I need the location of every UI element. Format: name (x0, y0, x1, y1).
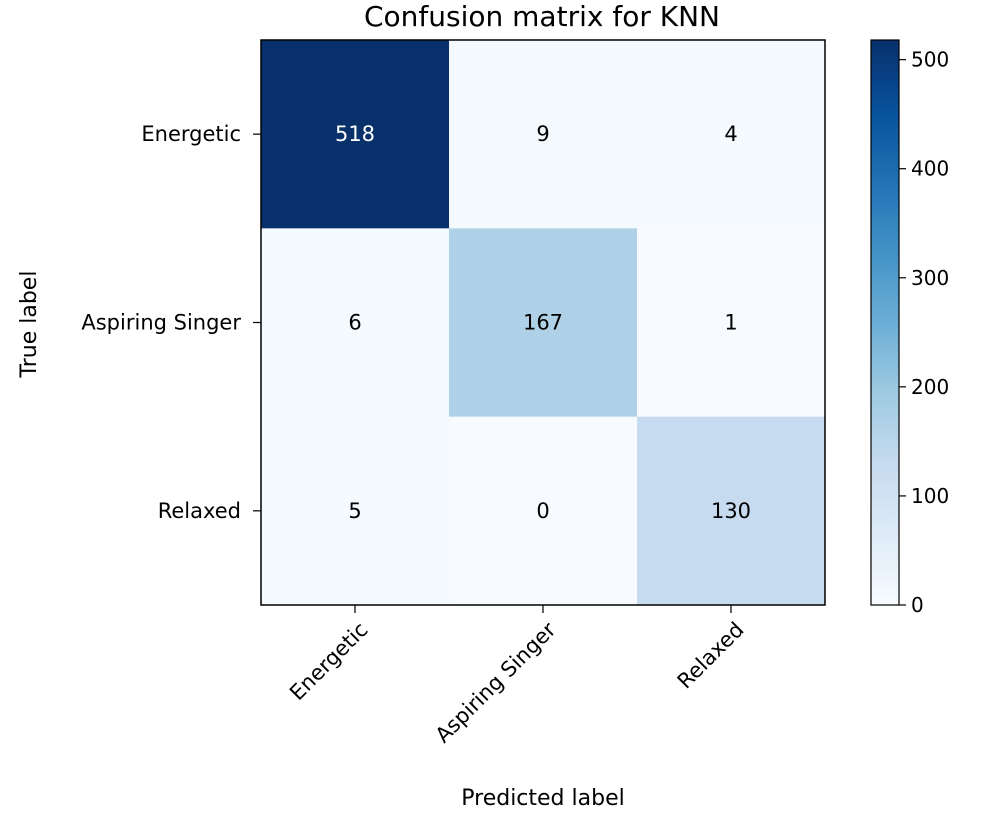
heatmap-cell-labels: 518 9 4 6 167 1 5 0 130 (335, 122, 751, 523)
x-tick-label: Relaxed (673, 618, 749, 694)
cell-value-r0-c1: 9 (536, 122, 549, 146)
colorbar-tick-label: 500 (911, 48, 949, 72)
cell-value-r0-c2: 4 (724, 122, 737, 146)
x-tick-label: Energetic (285, 618, 372, 705)
y-tick-label: Aspiring Singer (81, 311, 241, 335)
chart-title: Confusion matrix for KNN (364, 0, 720, 33)
cell-value-r1-c0: 6 (348, 311, 361, 335)
heatmap-cell-r1-c2 (637, 228, 826, 418)
heatmap-cell-r2-c0 (261, 416, 450, 606)
cell-value-r1-c2: 1 (724, 311, 737, 335)
heatmap-cell-r2-c1 (449, 416, 638, 606)
colorbar-tick-label: 100 (911, 484, 949, 508)
cell-value-r0-c0: 518 (335, 122, 375, 146)
colorbar-tick-label: 400 (911, 157, 949, 181)
cell-value-r1-c1: 167 (523, 311, 563, 335)
heatmap-cell-r1-c0 (261, 228, 450, 418)
cell-value-r2-c0: 5 (348, 499, 361, 523)
colorbar-tick-label: 300 (911, 266, 949, 290)
cell-value-r2-c1: 0 (536, 499, 549, 523)
colorbar (870, 39, 900, 606)
colorbar-ticks: 0 100 200 300 400 500 (899, 48, 949, 617)
x-axis-label: Predicted label (461, 786, 624, 811)
colorbar-tick-label: 200 (911, 375, 949, 399)
y-tick-label: Energetic (141, 122, 241, 146)
heatmap-cell-r0-c1 (449, 40, 638, 229)
x-tick-label: Aspiring Singer (431, 617, 561, 747)
cell-value-r2-c2: 130 (711, 499, 751, 523)
heatmap-cell-r0-c0 (261, 40, 450, 229)
colorbar-tick-label: 0 (911, 593, 924, 617)
y-tick-label: Relaxed (158, 499, 241, 523)
y-axis-label: True label (17, 271, 42, 379)
heatmap-cell-r2-c2 (637, 416, 826, 606)
x-axis-ticks: Energetic Aspiring Singer Relaxed (285, 605, 749, 747)
heatmap-cell-r0-c2 (637, 40, 826, 229)
heatmap-cells (261, 40, 826, 606)
heatmap-cell-r1-c1 (449, 228, 638, 418)
y-axis-ticks: Energetic Aspiring Singer Relaxed (81, 122, 261, 523)
